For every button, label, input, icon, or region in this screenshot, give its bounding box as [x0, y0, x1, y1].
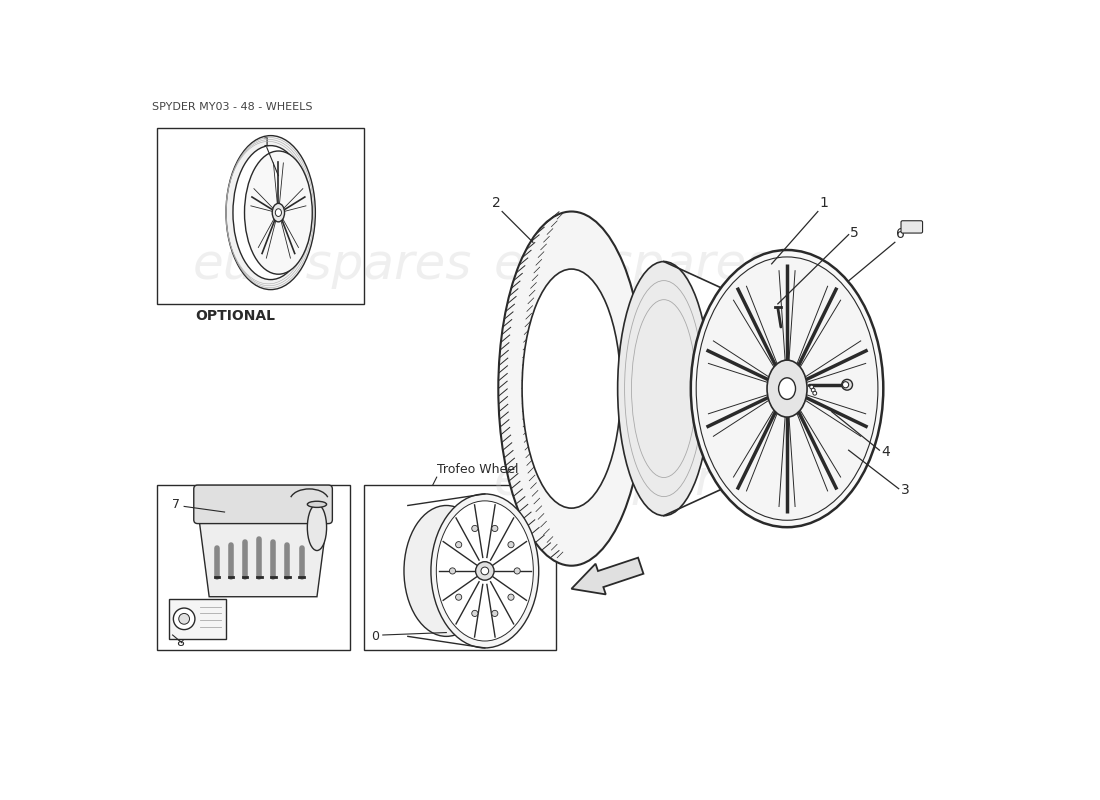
Text: 6: 6	[896, 226, 905, 241]
FancyBboxPatch shape	[194, 485, 332, 523]
Ellipse shape	[275, 209, 282, 217]
Ellipse shape	[618, 262, 711, 516]
Circle shape	[508, 542, 514, 548]
Text: 0: 0	[371, 630, 380, 643]
Circle shape	[843, 382, 849, 388]
Circle shape	[174, 608, 195, 630]
Circle shape	[812, 388, 815, 392]
Ellipse shape	[431, 494, 539, 648]
Ellipse shape	[691, 250, 883, 527]
Text: eurospares: eurospares	[194, 242, 472, 290]
Ellipse shape	[437, 501, 534, 641]
Text: eurospares: eurospares	[494, 457, 772, 505]
Text: OPTIONAL: OPTIONAL	[196, 310, 276, 323]
Circle shape	[472, 526, 477, 531]
Text: 1: 1	[820, 196, 828, 210]
Bar	[363, 485, 556, 650]
Ellipse shape	[244, 151, 312, 274]
Ellipse shape	[779, 378, 795, 399]
Text: eurospares: eurospares	[494, 242, 772, 290]
Ellipse shape	[307, 504, 327, 550]
Circle shape	[810, 385, 814, 389]
Ellipse shape	[522, 269, 620, 508]
Circle shape	[508, 594, 514, 600]
Ellipse shape	[233, 146, 308, 279]
Text: 1: 1	[263, 136, 271, 149]
Circle shape	[472, 610, 477, 617]
Text: 3: 3	[901, 483, 910, 498]
Circle shape	[492, 526, 498, 531]
Ellipse shape	[498, 211, 645, 566]
Polygon shape	[198, 508, 329, 597]
Text: 2: 2	[492, 196, 500, 210]
Ellipse shape	[272, 203, 285, 222]
Ellipse shape	[307, 502, 327, 507]
Text: SPYDER MY03 - 48 - WHEELS: SPYDER MY03 - 48 - WHEELS	[152, 102, 312, 112]
Circle shape	[514, 568, 520, 574]
Ellipse shape	[226, 136, 316, 290]
Ellipse shape	[696, 257, 878, 520]
Circle shape	[492, 610, 498, 617]
Circle shape	[455, 542, 462, 548]
Text: 7: 7	[173, 498, 180, 510]
Circle shape	[842, 379, 852, 390]
Bar	[157, 485, 350, 650]
Text: 4: 4	[881, 445, 890, 458]
Circle shape	[481, 567, 488, 574]
FancyArrow shape	[572, 558, 644, 594]
Circle shape	[455, 594, 462, 600]
Ellipse shape	[767, 360, 807, 417]
Ellipse shape	[404, 506, 488, 636]
Text: 5: 5	[850, 226, 859, 240]
Circle shape	[450, 568, 455, 574]
Text: 8: 8	[176, 636, 185, 650]
FancyBboxPatch shape	[168, 599, 227, 639]
Circle shape	[475, 562, 494, 580]
Ellipse shape	[698, 294, 768, 484]
Bar	[157, 128, 363, 304]
FancyBboxPatch shape	[901, 221, 923, 233]
Text: Trofeo Wheel: Trofeo Wheel	[437, 462, 518, 476]
Circle shape	[813, 391, 816, 395]
Circle shape	[178, 614, 189, 624]
